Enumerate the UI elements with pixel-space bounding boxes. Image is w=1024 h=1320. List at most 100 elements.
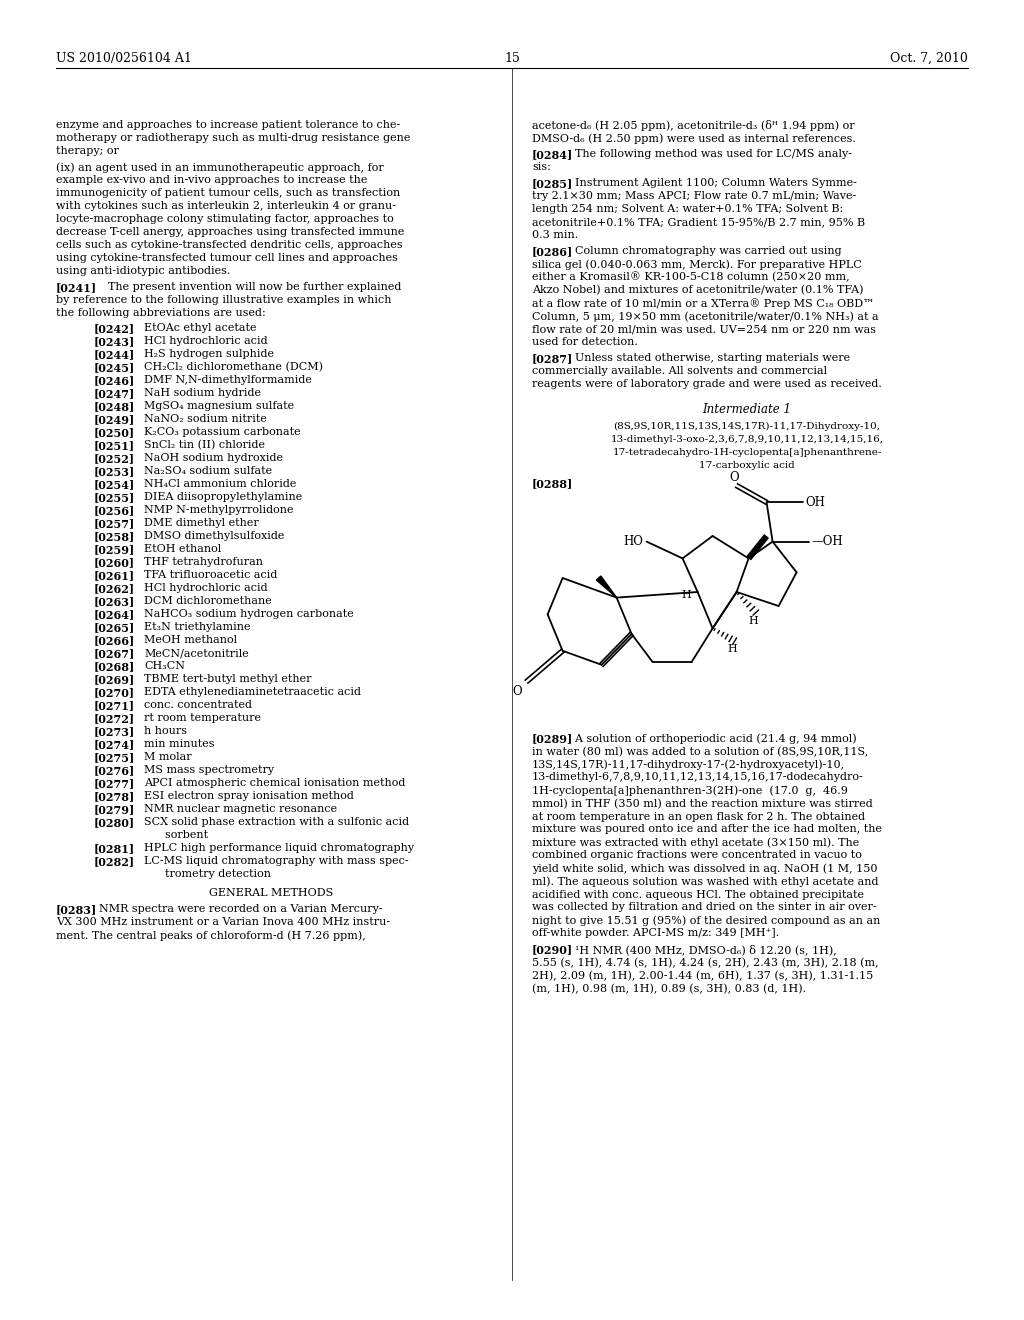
Text: [0242]: [0242] xyxy=(94,323,135,334)
Text: cells such as cytokine-transfected dendritic cells, approaches: cells such as cytokine-transfected dendr… xyxy=(56,240,402,249)
Text: [0279]: [0279] xyxy=(94,804,135,814)
Text: MeOH methanol: MeOH methanol xyxy=(144,635,238,645)
Polygon shape xyxy=(596,576,616,598)
Text: Akzo Nobel) and mixtures of acetonitrile/water (0.1% TFA): Akzo Nobel) and mixtures of acetonitrile… xyxy=(532,285,863,296)
Text: in water (80 ml) was added to a solution of (8S,9S,10R,11S,: in water (80 ml) was added to a solution… xyxy=(532,747,868,756)
Text: Instrument Agilent 1100; Column Waters Symme-: Instrument Agilent 1100; Column Waters S… xyxy=(561,178,857,187)
Text: Column chromatography was carried out using: Column chromatography was carried out us… xyxy=(561,246,842,256)
Text: HO: HO xyxy=(624,535,644,548)
Text: 17-carboxylic acid: 17-carboxylic acid xyxy=(699,461,795,470)
Text: 13S,14S,17R)-11,17-dihydroxy-17-(2-hydroxyacetyl)-10,: 13S,14S,17R)-11,17-dihydroxy-17-(2-hydro… xyxy=(532,759,845,770)
Text: therapy; or: therapy; or xyxy=(56,147,119,156)
Text: [0270]: [0270] xyxy=(94,686,135,698)
Text: mixture was poured onto ice and after the ice had molten, the: mixture was poured onto ice and after th… xyxy=(532,825,882,834)
Text: night to give 15.51 g (95%) of the desired compound as an an: night to give 15.51 g (95%) of the desir… xyxy=(532,916,881,927)
Text: [0281]: [0281] xyxy=(94,843,135,854)
Text: h hours: h hours xyxy=(144,726,187,737)
Text: ¹H NMR (400 MHz, DMSO-d₆) δ 12.20 (s, 1H),: ¹H NMR (400 MHz, DMSO-d₆) δ 12.20 (s, 1H… xyxy=(561,945,837,956)
Text: conc. concentrated: conc. concentrated xyxy=(144,700,252,710)
Text: [0257]: [0257] xyxy=(94,517,135,529)
Text: THF tetrahydrofuran: THF tetrahydrofuran xyxy=(144,557,263,568)
Text: DMF N,N-dimethylformamide: DMF N,N-dimethylformamide xyxy=(144,375,312,385)
Text: MeCN/acetonitrile: MeCN/acetonitrile xyxy=(144,648,249,657)
Text: combined organic fractions were concentrated in vacuo to: combined organic fractions were concentr… xyxy=(532,850,862,861)
Text: acetone-d₆ (H 2.05 ppm), acetonitrile-d₃ (δᴴ 1.94 ppm) or: acetone-d₆ (H 2.05 ppm), acetonitrile-d₃… xyxy=(532,120,855,131)
Text: locyte-macrophage colony stimulating factor, approaches to: locyte-macrophage colony stimulating fac… xyxy=(56,214,394,224)
Text: HCl hydrochloric acid: HCl hydrochloric acid xyxy=(144,583,267,593)
Text: HCl hydrochloric acid: HCl hydrochloric acid xyxy=(144,337,267,346)
Text: [0250]: [0250] xyxy=(94,426,135,438)
Text: NH₄Cl ammonium chloride: NH₄Cl ammonium chloride xyxy=(144,479,296,488)
Text: NMP N-methylpyrrolidone: NMP N-methylpyrrolidone xyxy=(144,506,294,515)
Text: DME dimethyl ether: DME dimethyl ether xyxy=(144,517,259,528)
Text: 15: 15 xyxy=(504,51,520,65)
Text: used for detection.: used for detection. xyxy=(532,337,638,347)
Text: by reference to the following illustrative examples in which: by reference to the following illustrati… xyxy=(56,294,391,305)
Text: [0274]: [0274] xyxy=(94,739,135,750)
Text: [0287]: [0287] xyxy=(532,352,573,364)
Text: NMR nuclear magnetic resonance: NMR nuclear magnetic resonance xyxy=(144,804,337,814)
Text: [0263]: [0263] xyxy=(94,597,135,607)
Text: sis:: sis: xyxy=(532,162,551,172)
Text: [0249]: [0249] xyxy=(94,414,135,425)
Text: at room temperature in an open flask for 2 h. The obtained: at room temperature in an open flask for… xyxy=(532,812,865,821)
Text: OH: OH xyxy=(806,496,825,510)
Text: mmol) in THF (350 ml) and the reaction mixture was stirred: mmol) in THF (350 ml) and the reaction m… xyxy=(532,799,872,809)
Text: either a Kromasil® KR-100-5-C18 column (250×20 mm,: either a Kromasil® KR-100-5-C18 column (… xyxy=(532,272,850,282)
Text: O: O xyxy=(730,471,739,483)
Text: SnCl₂ tin (II) chloride: SnCl₂ tin (II) chloride xyxy=(144,440,265,450)
Text: [0268]: [0268] xyxy=(94,661,135,672)
Text: [0271]: [0271] xyxy=(94,700,135,711)
Text: Oct. 7, 2010: Oct. 7, 2010 xyxy=(890,51,968,65)
Text: [0259]: [0259] xyxy=(94,544,135,554)
Text: MS mass spectrometry: MS mass spectrometry xyxy=(144,766,274,775)
Text: (ix) an agent used in an immunotherapeutic approach, for: (ix) an agent used in an immunotherapeut… xyxy=(56,162,384,173)
Text: HPLC high performance liquid chromatography: HPLC high performance liquid chromatogra… xyxy=(144,843,414,853)
Text: sorbent: sorbent xyxy=(144,830,208,840)
Text: [0280]: [0280] xyxy=(94,817,135,828)
Text: [0256]: [0256] xyxy=(94,506,135,516)
Text: CH₃CN: CH₃CN xyxy=(144,661,185,671)
Text: [0254]: [0254] xyxy=(94,479,135,490)
Text: [0277]: [0277] xyxy=(94,777,135,789)
Text: silica gel (0.040-0.063 mm, Merck). For preparative HPLC: silica gel (0.040-0.063 mm, Merck). For … xyxy=(532,259,862,269)
Text: [0285]: [0285] xyxy=(532,178,573,189)
Text: [0251]: [0251] xyxy=(94,440,135,451)
Text: TBME tert-butyl methyl ether: TBME tert-butyl methyl ether xyxy=(144,675,311,684)
Text: DCM dichloromethane: DCM dichloromethane xyxy=(144,597,271,606)
Text: K₂CO₃ potassium carbonate: K₂CO₃ potassium carbonate xyxy=(144,426,301,437)
Text: EtOH ethanol: EtOH ethanol xyxy=(144,544,221,554)
Text: [0245]: [0245] xyxy=(94,362,135,374)
Text: NaNO₂ sodium nitrite: NaNO₂ sodium nitrite xyxy=(144,414,267,424)
Text: [0282]: [0282] xyxy=(94,855,135,867)
Text: was collected by filtration and dried on the sinter in air over-: was collected by filtration and dried on… xyxy=(532,903,877,912)
Text: using anti-idiotypic antibodies.: using anti-idiotypic antibodies. xyxy=(56,267,230,276)
Text: Column, 5 μm, 19×50 mm (acetonitrile/water/0.1% NH₃) at a: Column, 5 μm, 19×50 mm (acetonitrile/wat… xyxy=(532,312,879,322)
Text: acidified with conc. aqueous HCl. The obtained precipitate: acidified with conc. aqueous HCl. The ob… xyxy=(532,890,864,899)
Text: example ex-vivo and in-vivo approaches to increase the: example ex-vivo and in-vivo approaches t… xyxy=(56,176,368,185)
Text: H: H xyxy=(728,644,737,655)
Text: length 254 nm; Solvent A: water+0.1% TFA; Solvent B:: length 254 nm; Solvent A: water+0.1% TFA… xyxy=(532,205,843,214)
Text: GENERAL METHODS: GENERAL METHODS xyxy=(209,888,333,898)
Text: [0248]: [0248] xyxy=(94,401,135,412)
Text: [0264]: [0264] xyxy=(94,609,135,620)
Text: commercially available. All solvents and commercial: commercially available. All solvents and… xyxy=(532,366,827,376)
Text: 13-dimethyl-3-oxo-2,3,6,7,8,9,10,11,12,13,14,15,16,: 13-dimethyl-3-oxo-2,3,6,7,8,9,10,11,12,1… xyxy=(610,436,884,444)
Text: NaOH sodium hydroxide: NaOH sodium hydroxide xyxy=(144,453,283,463)
Text: flow rate of 20 ml/min was used. UV=254 nm or 220 nm was: flow rate of 20 ml/min was used. UV=254 … xyxy=(532,323,876,334)
Text: [0246]: [0246] xyxy=(94,375,135,385)
Text: min minutes: min minutes xyxy=(144,739,214,748)
Text: [0266]: [0266] xyxy=(94,635,135,645)
Text: [0247]: [0247] xyxy=(94,388,135,399)
Text: ment. The central peaks of chloroform-d (H 7.26 ppm),: ment. The central peaks of chloroform-d … xyxy=(56,931,366,941)
Text: using cytokine-transfected tumour cell lines and approaches: using cytokine-transfected tumour cell l… xyxy=(56,253,398,263)
Text: [0262]: [0262] xyxy=(94,583,135,594)
Text: [0241]: [0241] xyxy=(56,282,97,293)
Text: DMSO-d₆ (H 2.50 ppm) were used as internal references.: DMSO-d₆ (H 2.50 ppm) were used as intern… xyxy=(532,133,856,144)
Text: acetonitrile+0.1% TFA; Gradient 15-95%/B 2.7 min, 95% B: acetonitrile+0.1% TFA; Gradient 15-95%/B… xyxy=(532,216,865,227)
Text: EDTA ethylenediaminetetraacetic acid: EDTA ethylenediaminetetraacetic acid xyxy=(144,686,361,697)
Text: trometry detection: trometry detection xyxy=(144,869,271,879)
Text: reagents were of laboratory grade and were used as received.: reagents were of laboratory grade and we… xyxy=(532,379,882,389)
Text: DIEA diisopropylethylamine: DIEA diisopropylethylamine xyxy=(144,492,302,502)
Text: TFA trifluoroacetic acid: TFA trifluoroacetic acid xyxy=(144,570,278,579)
